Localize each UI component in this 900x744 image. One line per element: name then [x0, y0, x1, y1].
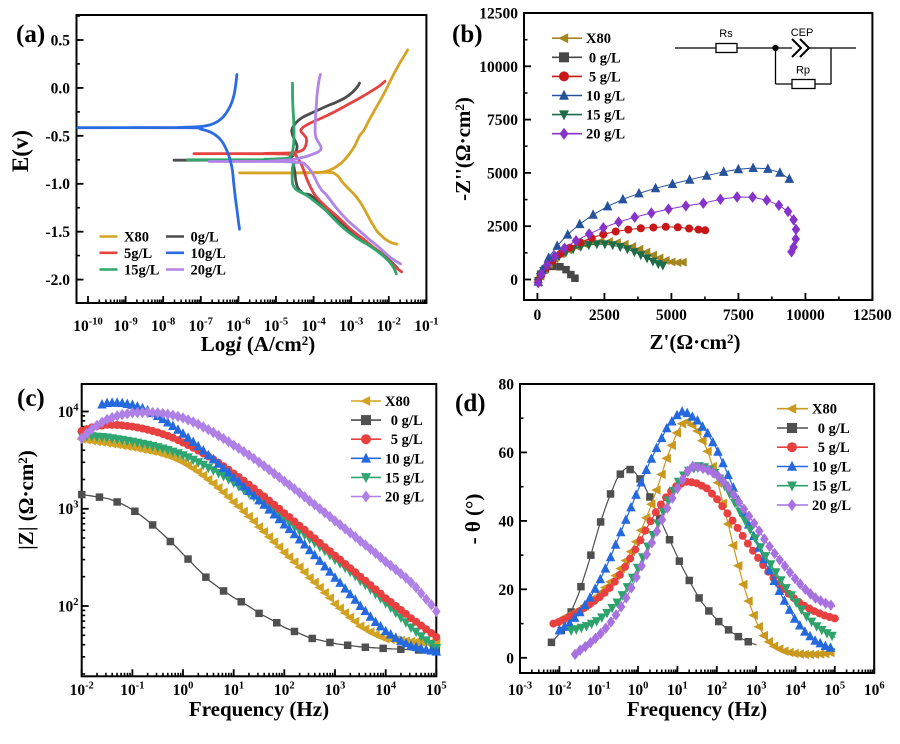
- svg-text:CEP: CEP: [791, 27, 814, 39]
- svg-text:10 g/L: 10 g/L: [586, 89, 625, 105]
- svg-text:15 g/L: 15 g/L: [812, 479, 851, 495]
- svg-text:(c): (c): [17, 385, 45, 412]
- svg-text:0 g/L: 0 g/L: [385, 413, 423, 429]
- svg-text:X80: X80: [586, 31, 611, 47]
- svg-text:(d): (d): [455, 390, 486, 417]
- svg-text:5g/L: 5g/L: [124, 246, 153, 262]
- svg-text:15g/L: 15g/L: [124, 263, 160, 279]
- svg-text:Z'(Ω·cm2): Z'(Ω·cm2): [650, 330, 741, 354]
- svg-text:X80: X80: [812, 402, 837, 418]
- svg-text:|Z| (Ω·cm2): |Z| (Ω·cm2): [14, 450, 38, 550]
- svg-text:2500: 2500: [487, 219, 518, 236]
- svg-text:Frequency (Hz): Frequency (Hz): [627, 697, 767, 721]
- svg-text:-Z''(Ω·cm2): -Z''(Ω·cm2): [451, 97, 475, 201]
- svg-text:20: 20: [499, 582, 515, 599]
- svg-text:12500: 12500: [853, 307, 892, 324]
- svg-text:-1.5: -1.5: [45, 224, 70, 241]
- svg-text:7500: 7500: [723, 307, 754, 324]
- svg-text:60: 60: [499, 445, 515, 462]
- svg-text:-0.5: -0.5: [45, 128, 70, 145]
- svg-text:80: 80: [499, 377, 515, 394]
- svg-text:12500: 12500: [479, 6, 518, 23]
- svg-text:7500: 7500: [487, 112, 518, 129]
- svg-text:X80: X80: [385, 394, 410, 410]
- svg-text:0: 0: [506, 650, 514, 667]
- svg-text:-2.0: -2.0: [45, 272, 70, 289]
- svg-text:0 g/L: 0 g/L: [812, 421, 850, 437]
- svg-text:10g/L: 10g/L: [191, 246, 227, 262]
- svg-text:2500: 2500: [589, 307, 620, 324]
- svg-text:- θ (°): - θ (°): [461, 494, 485, 545]
- svg-text:5 g/L: 5 g/L: [385, 432, 423, 448]
- svg-text:10000: 10000: [786, 307, 825, 324]
- svg-text:0: 0: [534, 307, 542, 324]
- svg-text:0.0: 0.0: [51, 80, 71, 97]
- svg-text:20 g/L: 20 g/L: [385, 490, 424, 506]
- svg-text:0g/L: 0g/L: [191, 230, 220, 246]
- svg-text:10 g/L: 10 g/L: [812, 460, 851, 476]
- svg-text:X80: X80: [124, 230, 149, 246]
- svg-text:(a): (a): [16, 21, 45, 48]
- svg-text:40: 40: [499, 513, 515, 530]
- svg-text:5 g/L: 5 g/L: [812, 440, 850, 456]
- svg-text:Rp: Rp: [796, 65, 810, 77]
- svg-text:0 g/L: 0 g/L: [586, 50, 621, 66]
- svg-text:15 g/L: 15 g/L: [385, 470, 424, 486]
- svg-text:Rs: Rs: [719, 28, 733, 40]
- svg-text:20 g/L: 20 g/L: [586, 127, 625, 143]
- svg-text:-1.0: -1.0: [45, 176, 70, 193]
- svg-text:Logi (A/cm2): Logi (A/cm2): [201, 332, 315, 356]
- svg-text:Frequency (Hz): Frequency (Hz): [189, 697, 329, 721]
- svg-text:20g/L: 20g/L: [191, 263, 227, 279]
- svg-text:0.5: 0.5: [51, 33, 71, 50]
- svg-text:5000: 5000: [487, 165, 518, 182]
- svg-text:0: 0: [510, 272, 518, 289]
- svg-text:10 g/L: 10 g/L: [385, 451, 424, 467]
- svg-text:E(v): E(v): [8, 130, 33, 172]
- svg-text:10000: 10000: [479, 59, 518, 76]
- svg-text:20 g/L: 20 g/L: [812, 498, 851, 514]
- svg-text:5 g/L: 5 g/L: [586, 69, 621, 85]
- svg-text:5000: 5000: [656, 307, 687, 324]
- svg-text:(b): (b): [452, 21, 483, 48]
- svg-text:15 g/L: 15 g/L: [586, 108, 625, 124]
